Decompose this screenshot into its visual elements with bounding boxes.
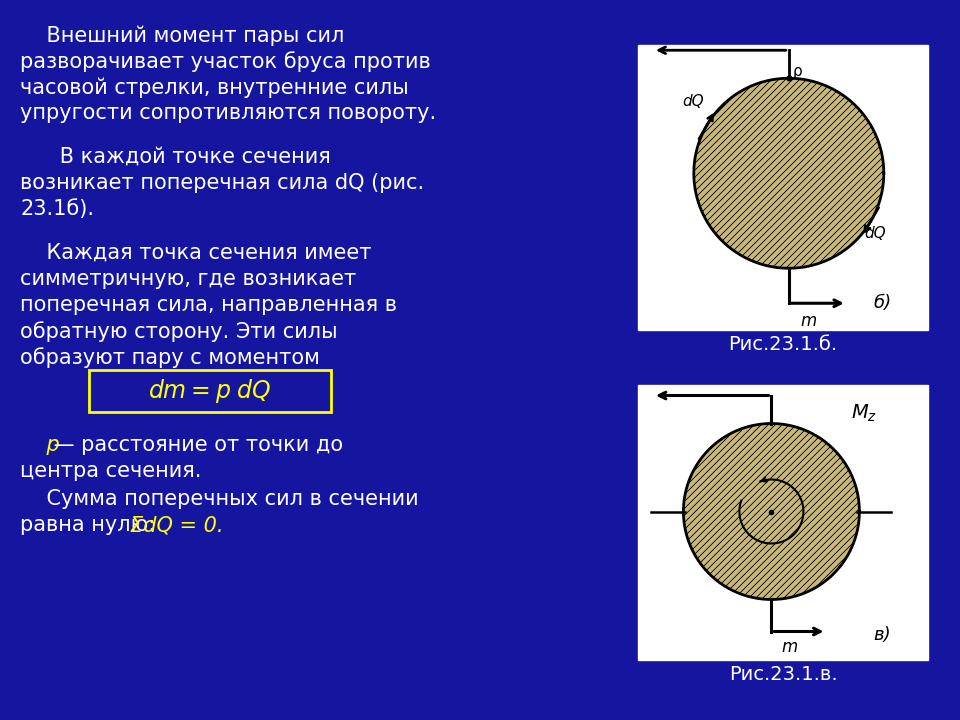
- Text: — расстояние от точки до: — расстояние от точки до: [47, 435, 343, 455]
- Text: В каждой точке сечения: В каждой точке сечения: [20, 147, 331, 167]
- Text: упругости сопротивляются повороту.: упругости сопротивляются повороту.: [20, 103, 436, 123]
- Text: разворачивает участок бруса против: разворачивает участок бруса против: [20, 51, 431, 72]
- Polygon shape: [684, 423, 859, 600]
- Text: $dm = p\;dQ$: $dm = p\;dQ$: [149, 377, 272, 405]
- Text: Внешний момент пары сил: Внешний момент пары сил: [20, 25, 345, 45]
- Text: Каждая точка сечения имеет: Каждая точка сечения имеет: [20, 243, 372, 263]
- Bar: [638, 45, 928, 330]
- Text: равна нулю:: равна нулю:: [20, 515, 175, 535]
- Text: ΣdQ = 0.: ΣdQ = 0.: [130, 515, 224, 535]
- Text: dQ: dQ: [683, 94, 704, 109]
- Text: Сумма поперечных сил в сечении: Сумма поперечных сил в сечении: [20, 489, 419, 509]
- Text: возникает поперечная сила dQ (рис.: возникает поперечная сила dQ (рис.: [20, 173, 424, 193]
- Text: m: m: [781, 637, 798, 655]
- Text: $M_z$: $M_z$: [852, 402, 877, 424]
- Text: в): в): [873, 626, 891, 644]
- Text: dQ: dQ: [864, 226, 886, 241]
- Text: m: m: [801, 312, 817, 330]
- Text: p: p: [20, 435, 60, 455]
- Text: поперечная сила, направленная в: поперечная сила, направленная в: [20, 295, 397, 315]
- Text: ρ: ρ: [793, 64, 803, 79]
- Text: Рис.23.1.в.: Рис.23.1.в.: [729, 665, 837, 684]
- Text: Рис.23.1.б.: Рис.23.1.б.: [729, 335, 837, 354]
- Bar: [638, 385, 928, 660]
- Text: 23.1б).: 23.1б).: [20, 199, 94, 219]
- Text: б): б): [873, 294, 891, 312]
- Text: образуют пару с моментом: образуют пару с моментом: [20, 347, 320, 368]
- Text: обратную сторону. Эти силы: обратную сторону. Эти силы: [20, 321, 338, 342]
- FancyBboxPatch shape: [89, 370, 331, 412]
- Text: часовой стрелки, внутренние силы: часовой стрелки, внутренние силы: [20, 77, 409, 97]
- Text: симметричную, где возникает: симметричную, где возникает: [20, 269, 356, 289]
- Polygon shape: [694, 78, 884, 269]
- Text: центра сечения.: центра сечения.: [20, 461, 202, 481]
